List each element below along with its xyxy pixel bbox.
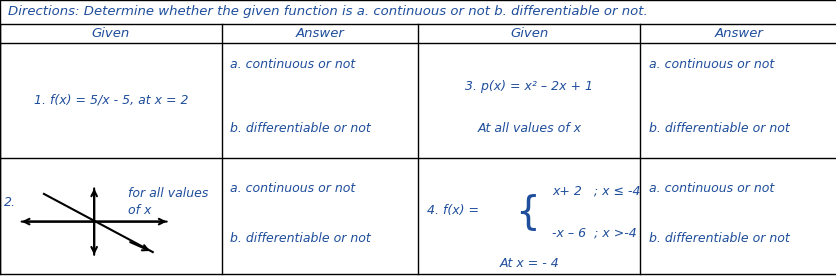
Text: b. differentiable or not: b. differentiable or not bbox=[648, 232, 788, 245]
Text: of x: of x bbox=[127, 204, 150, 217]
Text: a. continuous or not: a. continuous or not bbox=[230, 182, 355, 195]
Text: Given: Given bbox=[92, 27, 130, 40]
Text: x+ 2   ; x ≤ -4: x+ 2 ; x ≤ -4 bbox=[552, 185, 640, 198]
Text: At x = - 4: At x = - 4 bbox=[499, 257, 558, 270]
Text: b. differentiable or not: b. differentiable or not bbox=[648, 122, 788, 135]
Text: b. differentiable or not: b. differentiable or not bbox=[230, 232, 370, 245]
Text: a. continuous or not: a. continuous or not bbox=[648, 58, 773, 71]
Text: for all values: for all values bbox=[127, 188, 208, 200]
Text: 1. f(x) = 5/x - 5, at x = 2: 1. f(x) = 5/x - 5, at x = 2 bbox=[33, 94, 188, 107]
Text: Answer: Answer bbox=[713, 27, 762, 40]
Text: Directions: Determine whether the given function is a. continuous or not b. diff: Directions: Determine whether the given … bbox=[8, 5, 647, 18]
Text: {: { bbox=[514, 193, 539, 231]
Text: -x – 6  ; x >-4: -x – 6 ; x >-4 bbox=[552, 226, 636, 239]
Text: a. continuous or not: a. continuous or not bbox=[230, 58, 355, 71]
Text: 4. f(x) =: 4. f(x) = bbox=[426, 204, 482, 217]
Text: a. continuous or not: a. continuous or not bbox=[648, 182, 773, 195]
Text: Given: Given bbox=[510, 27, 548, 40]
Text: 2.: 2. bbox=[4, 196, 16, 209]
Text: Answer: Answer bbox=[295, 27, 344, 40]
Text: At all values of x: At all values of x bbox=[477, 122, 581, 135]
Text: 3. p(x) = x² – 2x + 1: 3. p(x) = x² – 2x + 1 bbox=[465, 80, 593, 93]
Text: b. differentiable or not: b. differentiable or not bbox=[230, 122, 370, 135]
